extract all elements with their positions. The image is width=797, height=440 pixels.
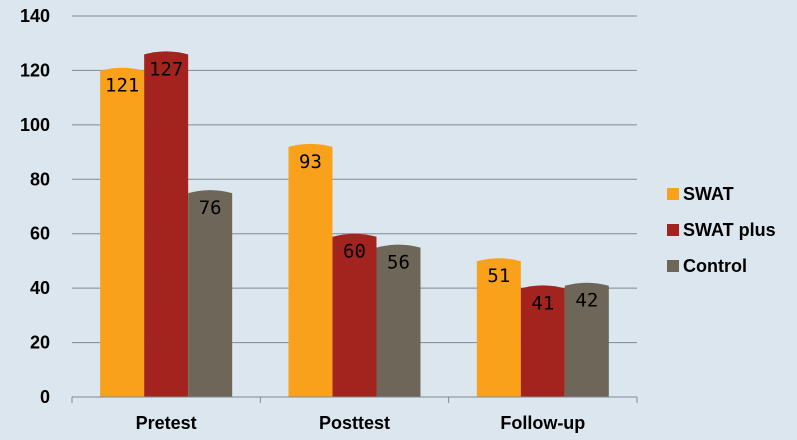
data-label: 127 <box>149 58 183 80</box>
x-tick-label: Follow-up <box>500 413 585 433</box>
bar <box>564 282 609 397</box>
y-tick-label: 140 <box>20 6 50 26</box>
data-label: 76 <box>199 197 222 219</box>
legend-swatch <box>667 224 679 236</box>
x-axis-ticks: Pretest Posttest Follow-up <box>136 413 586 433</box>
bar <box>100 67 145 397</box>
y-tick-label: 80 <box>30 169 50 189</box>
data-label: 60 <box>343 241 366 263</box>
bar <box>376 244 421 397</box>
y-tick-label: 0 <box>40 387 50 407</box>
legend-label: SWAT plus <box>683 220 776 240</box>
data-labels: 121 127 76 93 60 56 51 41 42 <box>105 58 598 314</box>
y-tick-label: 20 <box>30 333 50 353</box>
legend: SWAT SWAT plus Control <box>667 184 776 276</box>
legend-label: SWAT <box>683 184 734 204</box>
bar <box>476 258 521 397</box>
bar <box>144 51 189 397</box>
x-tick-label: Posttest <box>319 413 390 433</box>
bar <box>288 143 333 397</box>
bar <box>332 233 377 397</box>
data-label: 121 <box>105 75 139 97</box>
bar <box>188 190 233 397</box>
y-tick-label: 100 <box>20 115 50 135</box>
y-tick-label: 40 <box>30 278 50 298</box>
data-label: 93 <box>299 151 322 173</box>
bars <box>100 51 609 397</box>
data-label: 42 <box>575 290 598 312</box>
y-tick-label: 120 <box>20 60 50 80</box>
legend-swatch <box>667 260 679 272</box>
y-axis-ticks: 0 20 40 60 80 100 120 140 <box>20 6 50 407</box>
x-tick-label: Pretest <box>136 413 197 433</box>
data-label: 41 <box>531 292 554 314</box>
bar <box>520 285 565 397</box>
y-tick-label: 60 <box>30 224 50 244</box>
x-axis <box>71 396 638 403</box>
legend-label: Control <box>683 256 747 276</box>
data-label: 51 <box>487 265 510 287</box>
legend-swatch <box>667 188 679 200</box>
data-label: 56 <box>387 252 410 274</box>
